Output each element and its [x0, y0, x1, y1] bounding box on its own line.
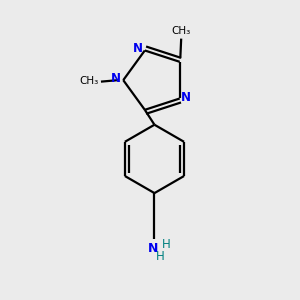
Text: N: N [148, 242, 158, 254]
Text: N: N [111, 72, 121, 85]
Text: N: N [181, 91, 191, 103]
Text: CH₃: CH₃ [79, 76, 99, 86]
Text: H: H [161, 238, 170, 251]
Text: H: H [155, 250, 164, 263]
Text: CH₃: CH₃ [172, 26, 191, 36]
Text: N: N [133, 42, 143, 55]
